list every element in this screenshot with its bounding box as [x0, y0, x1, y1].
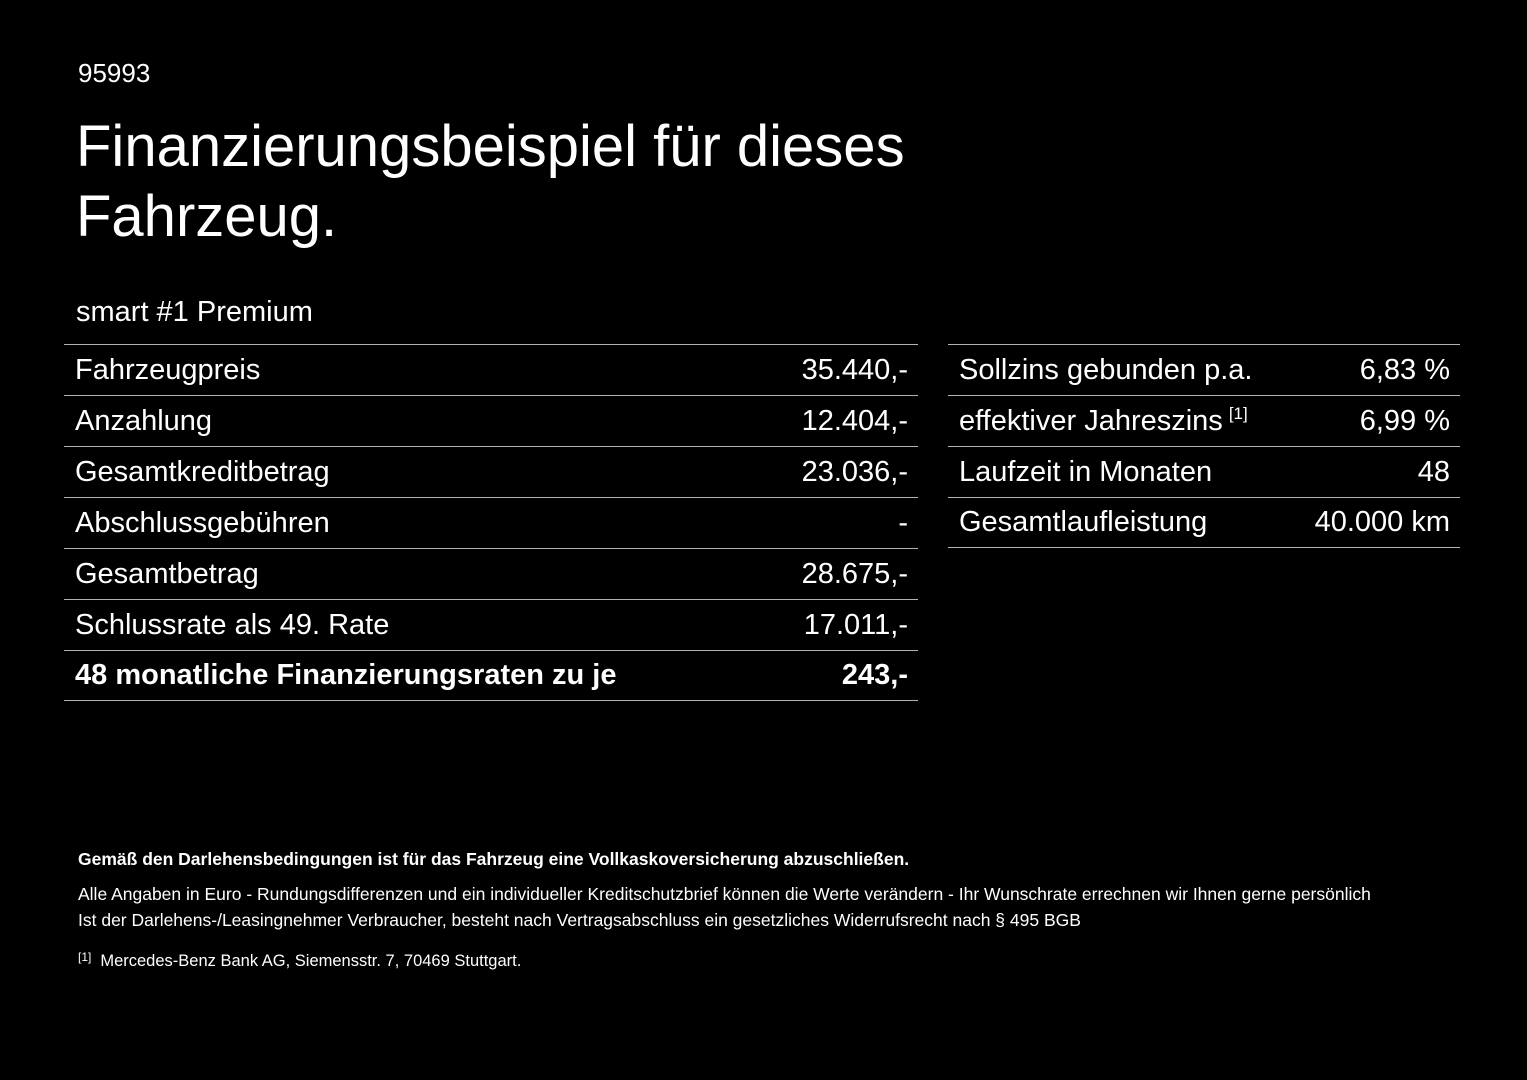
financing-row: Schlussrate als 49. Rate 17.011,-: [64, 599, 918, 650]
footnote: [1] Mercedes-Benz Bank AG, Siemensstr. 7,…: [78, 948, 1468, 975]
row-value: 48: [1417, 455, 1450, 488]
row-value: 243,-: [841, 659, 908, 691]
footer: Gemäß den Darlehensbedingungen ist für d…: [78, 846, 1468, 975]
financing-row: Gesamtbetrag 28.675,-: [64, 548, 918, 599]
row-value: 23.036,-: [801, 455, 908, 488]
row-label: Fahrzeugpreis: [75, 353, 261, 386]
disclaimer-line-2: Ist der Darlehens-/Leasingnehmer Verbrau…: [78, 910, 1081, 930]
financing-row: Abschlussgebühren -: [64, 497, 918, 548]
row-label: Gesamtbetrag: [75, 557, 259, 590]
row-label: Sollzins gebunden p.a.: [959, 353, 1253, 386]
row-label: Anzahlung: [75, 404, 213, 437]
page-title: Finanzierungsbeispiel für dieses Fahrzeu…: [76, 112, 905, 252]
title-line-2: Fahrzeug.: [76, 184, 338, 249]
vehicle-name: smart #1 Premium: [76, 296, 313, 328]
conditions-table: Sollzins gebunden p.a. 6,83 % effektiver…: [948, 344, 1460, 548]
row-value: 17.011,-: [803, 608, 908, 641]
row-value: 6,99 %: [1359, 404, 1450, 437]
financing-row: Fahrzeugpreis 35.440,-: [64, 344, 918, 395]
conditions-row: Sollzins gebunden p.a. 6,83 %: [948, 344, 1460, 395]
footnote-text: Mercedes-Benz Bank AG, Siemensstr. 7, 70…: [100, 952, 522, 970]
row-value: 35.440,-: [801, 353, 908, 386]
row-label: 48 monatliche Finanzierungsraten zu je: [75, 659, 617, 691]
row-value: 6,83 %: [1359, 353, 1450, 386]
insurance-note: Gemäß den Darlehensbedingungen ist für d…: [78, 849, 910, 869]
row-label: Laufzeit in Monaten: [959, 455, 1213, 488]
row-label: effektiver Jahreszins [1]: [959, 403, 1248, 438]
financing-row: Anzahlung 12.404,-: [64, 395, 918, 446]
row-value: 28.675,-: [801, 557, 908, 590]
row-value: 40.000 km: [1314, 506, 1450, 538]
row-label-text: effektiver Jahreszins: [959, 404, 1223, 437]
row-value: -: [898, 506, 908, 539]
conditions-row: Gesamtlaufleistung 40.000 km: [948, 497, 1460, 548]
title-line-1: Finanzierungsbeispiel für dieses: [76, 114, 905, 179]
disclaimer-line-1: Alle Angaben in Euro - Rundungsdifferenz…: [78, 884, 1371, 904]
row-label: Gesamtkreditbetrag: [75, 455, 330, 488]
footnote-reference-marker: [1]: [1228, 403, 1248, 423]
row-label: Gesamtlaufleistung: [959, 506, 1208, 538]
footnote-marker: [1]: [78, 950, 92, 964]
row-label: Abschlussgebühren: [75, 506, 330, 539]
financing-row: Gesamtkreditbetrag 23.036,-: [64, 446, 918, 497]
row-value: 12.404,-: [801, 404, 908, 437]
page-id: 95993: [78, 58, 151, 88]
conditions-row: effektiver Jahreszins [1] 6,99 %: [948, 395, 1460, 446]
financing-row-monthly-rate: 48 monatliche Finanzierungsraten zu je 2…: [64, 650, 918, 701]
row-label: Schlussrate als 49. Rate: [75, 608, 390, 641]
financing-table: Fahrzeugpreis 35.440,- Anzahlung 12.404,…: [64, 344, 918, 701]
conditions-row: Laufzeit in Monaten 48: [948, 446, 1460, 497]
